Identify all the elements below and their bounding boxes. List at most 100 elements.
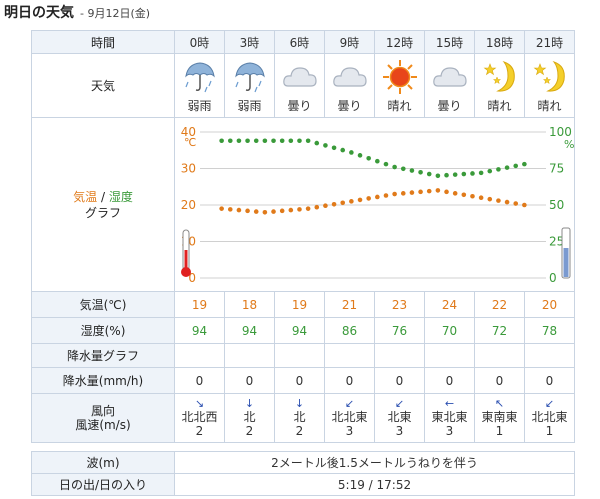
humidity-dot xyxy=(279,138,285,144)
wind-cell: ← 東北東 3 xyxy=(424,393,475,443)
humidity-cell: 94 xyxy=(274,317,325,344)
temp-dot xyxy=(279,208,285,214)
weather-cell: 弱雨 xyxy=(224,53,275,118)
humidity-dot xyxy=(513,163,519,169)
y-tick-right: 0 xyxy=(549,271,557,285)
temp-dot xyxy=(288,207,294,213)
moon-icon xyxy=(530,58,570,96)
hour-cell: 9時 xyxy=(324,30,375,54)
humidity-dot xyxy=(271,138,276,144)
temp-dot xyxy=(470,193,475,199)
humidity-cell: 86 xyxy=(324,317,375,344)
weather-cell: 曇り xyxy=(424,53,475,118)
rain-cell: 0 xyxy=(474,367,525,394)
humidity-cell: 72 xyxy=(474,317,525,344)
rain-cell: 0 xyxy=(324,367,375,394)
humidity-dot xyxy=(478,170,484,176)
wind-arrow-icon: ↙ xyxy=(394,397,405,410)
temp-dot xyxy=(323,203,328,209)
rain-graph-cell xyxy=(224,343,275,368)
forecast-date: - 9月12日(金) xyxy=(80,7,151,20)
temp-dot xyxy=(409,190,415,195)
humidity-dot xyxy=(253,138,259,144)
wind-cell: ↓ 北 2 xyxy=(224,393,275,443)
wind-speed: 3 xyxy=(345,424,354,438)
temp-dot xyxy=(253,209,259,214)
temp-dot xyxy=(227,207,233,212)
wind-direction: 北東 xyxy=(387,410,412,424)
temp-dot xyxy=(305,206,311,211)
wind-direction: 北 xyxy=(293,410,306,424)
humidity-dot xyxy=(409,168,415,173)
temp-dot xyxy=(461,192,467,198)
humidity-dot xyxy=(418,169,423,175)
humidity-dot xyxy=(288,138,294,144)
temp-dot xyxy=(504,199,510,205)
wind-arrow-icon: ← xyxy=(444,397,455,410)
rain-graph-cell xyxy=(274,343,325,368)
humidity-dot xyxy=(452,172,458,177)
temp-cell: 20 xyxy=(524,291,575,318)
thermometer-bulb xyxy=(181,267,191,277)
temp-dot xyxy=(496,198,501,203)
temp-dot xyxy=(418,189,423,195)
weather-label: 天気 xyxy=(31,53,175,118)
wind-cell: ↙ 北北東 1 xyxy=(524,393,575,443)
rain-graph-row: 降水量グラフ xyxy=(31,343,575,368)
wind-arrow-icon: ↙ xyxy=(544,397,555,410)
rain-cell: 0 xyxy=(424,367,475,394)
humidity-label: 湿度(%) xyxy=(31,317,175,344)
wind-speed-label: 風速(m/s) xyxy=(75,418,131,432)
hour-cell: 15時 xyxy=(424,30,475,54)
graph-label: 気温 / 湿度 グラフ xyxy=(31,117,175,292)
umbrella-rain-icon xyxy=(180,58,220,96)
wind-arrow-icon: ↓ xyxy=(244,397,255,410)
weather-text: 晴れ xyxy=(487,98,512,113)
wind-dir-label: 風向 xyxy=(90,404,115,418)
wind-speed: 2 xyxy=(245,424,254,438)
forecast-table: 時間 0時 3時 6時 9時 12時 15時 18時 21時 天気 弱雨 弱雨 … xyxy=(31,30,575,443)
rain-cell: 0 xyxy=(524,367,575,394)
wave-row: 波(m) 2メートル後1.5メートルうねりを伴う xyxy=(31,451,575,474)
temp-dot xyxy=(314,204,320,210)
humidity-dot xyxy=(323,143,328,148)
wind-row: 風向 風速(m/s) ↘ 北北西 2 ↓ 北 2 ↓ 北 2 ↙ 北北東 3 ↙ 北東 3 ← 東北東… xyxy=(31,393,575,443)
wind-speed: 2 xyxy=(195,424,204,438)
hour-cell: 6時 xyxy=(274,30,325,54)
hour-cell: 21時 xyxy=(524,30,575,54)
y-tick-left: 0 xyxy=(188,271,196,285)
graph-hum-label: 湿度 xyxy=(108,189,133,204)
y-tick-right: 75 xyxy=(549,162,564,176)
temp-dot xyxy=(444,189,449,195)
weather-cell: 晴れ xyxy=(374,53,425,118)
wind-cell: ↙ 北北東 3 xyxy=(324,393,375,443)
humidity-cell: 94 xyxy=(224,317,275,344)
humidity-dot xyxy=(400,166,406,172)
temp-dot xyxy=(392,191,397,197)
wind-cell: ↙ 北東 3 xyxy=(374,393,425,443)
temp-dot xyxy=(236,207,242,213)
sun-label: 日の出/日の入り xyxy=(31,473,175,496)
y-tick-left: 40 xyxy=(181,125,196,139)
weather-text: 弱雨 xyxy=(237,98,262,113)
humidity-dot xyxy=(375,158,380,164)
rain-graph-cell xyxy=(524,343,575,368)
temp-cell: 19 xyxy=(174,291,225,318)
rain-label: 降水量(mm/h) xyxy=(31,367,175,394)
temp-dot xyxy=(513,201,519,206)
temp-dot xyxy=(383,193,389,198)
rain-graph-cell xyxy=(324,343,375,368)
rain-cell: 0 xyxy=(274,367,325,394)
humidity-dot xyxy=(470,171,475,176)
rain-graph-cell xyxy=(474,343,525,368)
humidity-dot xyxy=(487,168,493,174)
humidity-row: 湿度(%) 94 94 94 86 76 70 72 78 xyxy=(31,317,575,344)
wind-arrow-icon: ↙ xyxy=(344,397,355,410)
temp-cell: 24 xyxy=(424,291,475,318)
cloud-icon xyxy=(430,58,470,96)
weather-cell: 晴れ xyxy=(524,53,575,118)
humidity-dot xyxy=(349,150,354,155)
y-tick-right: 100 xyxy=(549,125,572,139)
temp-dot xyxy=(435,188,441,193)
wind-speed: 1 xyxy=(545,424,554,438)
